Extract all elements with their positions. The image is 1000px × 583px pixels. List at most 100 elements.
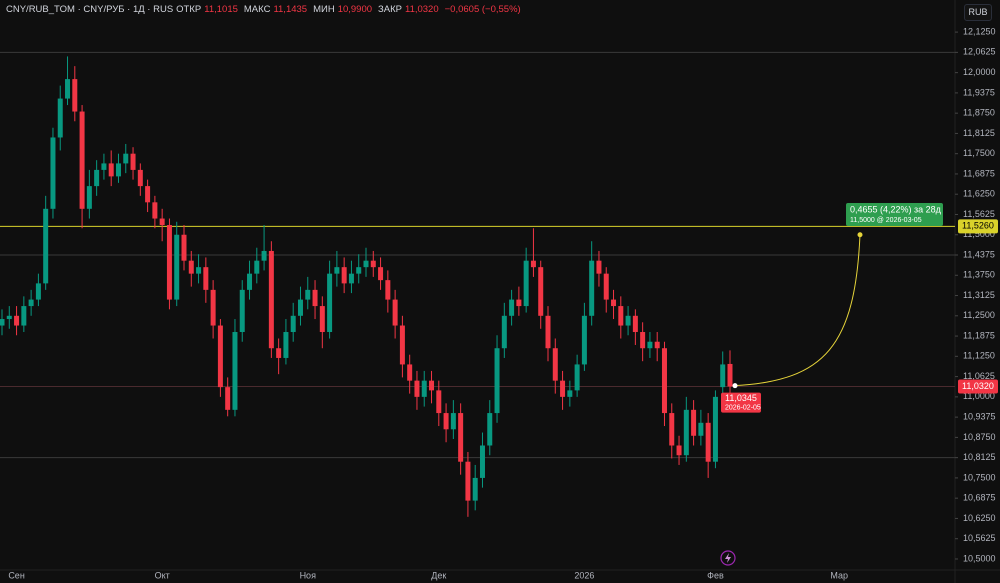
projection-end-label: 11,5000 @ 2026-03-05	[850, 217, 922, 224]
y-tick-label: 11,0625	[963, 371, 995, 381]
candle-body	[509, 299, 515, 316]
candle-body	[560, 380, 566, 397]
candle-body	[334, 267, 340, 274]
candle-body	[43, 208, 49, 284]
candle-body	[225, 387, 231, 410]
candle-body	[443, 413, 449, 430]
candle-body	[691, 409, 697, 436]
candle-body	[86, 186, 92, 209]
start-label: 11,0345	[725, 393, 757, 403]
candle-body	[94, 169, 100, 187]
candle-body	[530, 260, 536, 268]
currency-button[interactable]: RUB	[964, 4, 992, 21]
candle-body	[574, 364, 580, 391]
y-tick-label: 11,9375	[963, 87, 995, 97]
candle-body	[152, 202, 158, 219]
x-tick-label: Фев	[707, 570, 724, 580]
y-tick-label: 11,8750	[963, 108, 995, 118]
event-icon[interactable]	[720, 550, 736, 566]
symbol: CNY/RUB_TOM · CNY/РУБ · 1Д · RUS	[6, 4, 174, 15]
candle-body	[596, 260, 602, 274]
event-icon-circle	[720, 550, 736, 566]
y-tick-label: 11,7500	[963, 148, 995, 158]
candle-body	[0, 319, 5, 326]
candle-body	[523, 260, 529, 307]
y-tick-label: 10,6875	[963, 493, 996, 503]
y-tick-label: 12,0000	[963, 67, 996, 77]
candle-body	[479, 445, 485, 478]
projection-end	[857, 232, 863, 238]
y-tick-label: 10,7500	[963, 472, 996, 482]
y-tick-label: 12,0625	[963, 47, 996, 57]
candle-body	[581, 315, 587, 365]
y-tick-label: 11,6875	[963, 168, 995, 178]
candle-body	[683, 409, 689, 456]
open-label: ОТКР	[176, 4, 202, 15]
candle-body	[166, 225, 172, 300]
candle-body	[429, 380, 435, 391]
candle-body	[159, 218, 165, 226]
candle-body	[720, 364, 726, 388]
low-value: 10,9900	[337, 4, 373, 15]
candle-body	[283, 332, 289, 358]
candle-body	[414, 380, 420, 397]
y-tick-label: 10,8750	[963, 432, 996, 442]
candle-body	[319, 306, 325, 333]
projection-start	[732, 383, 738, 389]
y-tick-label: 11,5625	[963, 209, 995, 219]
open-value: 11,1015	[204, 4, 238, 15]
y-tick-label: 11,8125	[963, 128, 995, 138]
candle-body	[57, 98, 63, 138]
candle-body	[705, 422, 711, 462]
candle-body	[356, 267, 362, 274]
candle-body	[239, 289, 245, 333]
price-badge-label: 11,5260	[962, 221, 994, 231]
candle-body	[312, 289, 318, 307]
candle-body	[516, 299, 522, 307]
projection-curve	[734, 234, 861, 387]
projection-label: 0,4655 (4,22%) за 28д	[850, 204, 942, 214]
candle-body	[654, 341, 660, 349]
y-tick-label: 10,5000	[963, 553, 996, 563]
candle-body	[276, 348, 282, 358]
y-tick-label: 10,8125	[963, 452, 996, 462]
y-tick-label: 11,2500	[963, 310, 995, 320]
candle-body	[552, 348, 558, 381]
candle-body	[65, 79, 71, 99]
price-badge-label: 11,0320	[962, 381, 994, 391]
candle-body	[79, 111, 85, 209]
candle-body	[101, 163, 107, 170]
header: CNY/RUB_TOM · CNY/РУБ · 1Д · RUS ОТКР 11,…	[6, 4, 524, 15]
candle-body	[501, 315, 507, 349]
candle-body	[698, 422, 704, 436]
candle-body	[232, 332, 238, 410]
x-tick-label: Окт	[155, 570, 170, 580]
candle-body	[188, 260, 194, 274]
close-value: 11,0320	[404, 4, 439, 15]
candle-body	[50, 137, 56, 209]
candle-body	[589, 260, 595, 316]
candle-body	[28, 299, 34, 307]
candle-body	[210, 289, 216, 326]
candle-body	[217, 325, 223, 388]
y-tick-label: 10,6250	[963, 513, 996, 523]
candle-body	[14, 315, 20, 326]
price-badge	[958, 379, 998, 394]
x-tick-label: Ноя	[300, 570, 317, 580]
y-tick-label: 11,3750	[963, 270, 995, 280]
candle-body	[421, 380, 427, 397]
candle-body	[341, 267, 347, 284]
candle-body	[297, 299, 303, 316]
candle-body	[712, 396, 718, 462]
candle-body	[247, 273, 253, 290]
candle-body	[108, 163, 114, 177]
y-tick-label: 11,3125	[963, 290, 995, 300]
candle-body	[115, 163, 121, 177]
candle-body	[305, 289, 311, 300]
candle-body	[363, 260, 369, 268]
projection-box	[846, 203, 943, 226]
candle-body	[407, 364, 413, 381]
candle-body	[618, 306, 624, 326]
